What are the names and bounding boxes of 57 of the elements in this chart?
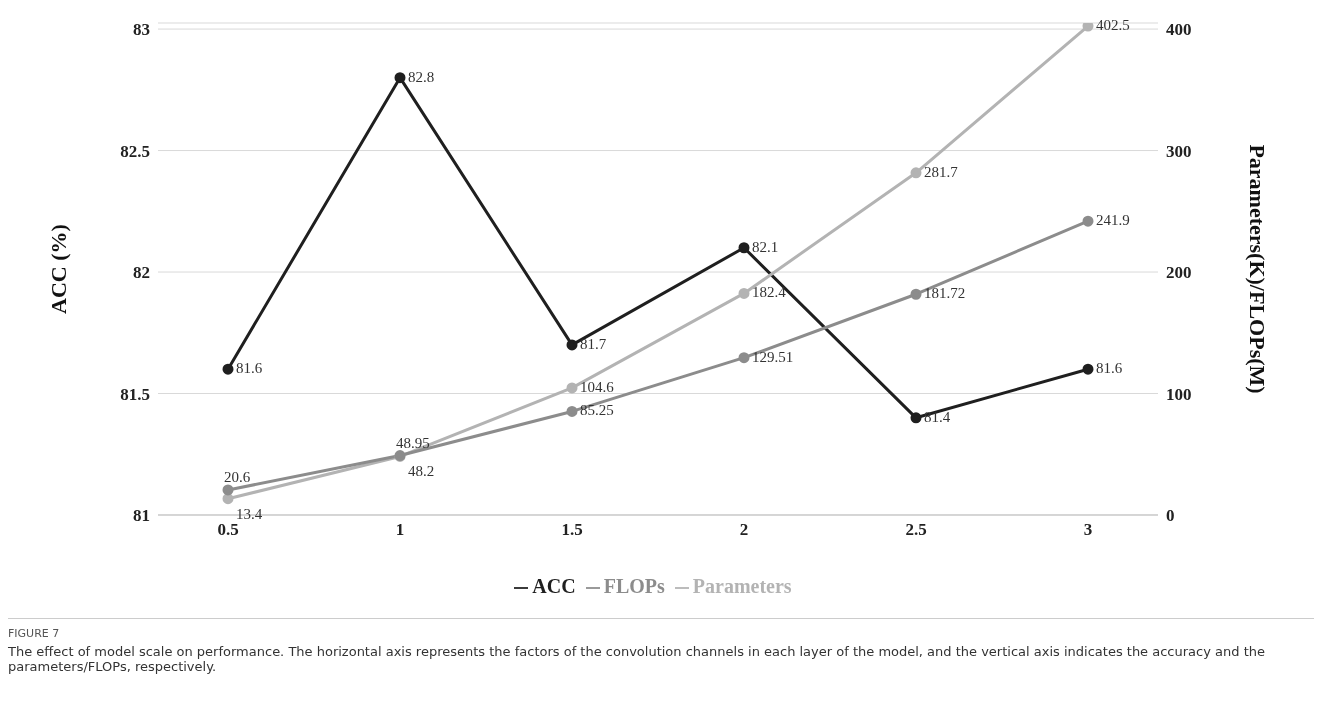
y-tick-label: 82.5 [120, 141, 150, 161]
data-label: 182.4 [752, 284, 787, 301]
legend-label: Parameters [692, 575, 792, 597]
y-tick-label: 83 [133, 20, 150, 40]
x-tick-label: 2.5 [905, 520, 927, 540]
data-label: 402.5 [1096, 17, 1130, 34]
data-label: 82.8 [408, 68, 435, 85]
point [910, 412, 922, 424]
data-label: 81.7 [580, 335, 607, 352]
legend-label: ACC [532, 575, 576, 597]
caption: FIGURE 7 [8, 627, 61, 640]
y-tick-label: 82 [133, 263, 150, 283]
data-label: 181.72 [924, 285, 966, 302]
text: The effect of model scale on performance. The horizontal axis represents the factors of the convolution channels in each layer of the model, and the vertical axis indicates the accuracy and the parameters/FLOPs, respectively. [8, 644, 1266, 674]
data-label: 48.95 [396, 434, 430, 451]
point [566, 382, 578, 394]
y2-tick-label: 100 [1166, 384, 1192, 404]
y2-axis-title: Parameters(K)/FLOPs(M) [1245, 144, 1271, 394]
data-label: 281.7 [924, 163, 959, 180]
point [394, 72, 406, 84]
data-label: 85.25 [580, 402, 614, 419]
y2-tick-label: 300 [1166, 141, 1192, 161]
x-tick-label: 2 [739, 520, 749, 540]
x-tick-label: 1.5 [561, 520, 583, 540]
point [222, 493, 234, 505]
point [1082, 363, 1094, 375]
point [566, 339, 578, 351]
data-label: 48.2 [408, 463, 435, 480]
data-label: 82.1 [752, 238, 779, 255]
point [222, 363, 234, 375]
y2-tick-label: 400 [1166, 20, 1192, 40]
x-tick-label: 0.5 [217, 520, 239, 540]
point [1082, 23, 1094, 32]
point [738, 242, 750, 254]
y-tick-label: 81.5 [120, 384, 150, 404]
y-tick-label: 81 [133, 506, 150, 526]
data-label: 129.51 [752, 348, 794, 365]
data-label: 20.6 [224, 468, 251, 485]
point [910, 288, 922, 300]
data-label: 104.6 [580, 378, 615, 395]
legend-label: FLOPs [603, 575, 665, 597]
y2-tick-label: 200 [1166, 263, 1192, 283]
point [222, 484, 234, 496]
y2-tick-label: 0 [1166, 506, 1175, 526]
point [910, 167, 922, 179]
point [1082, 215, 1094, 227]
data-label: 13.4 [236, 505, 263, 522]
point [738, 287, 750, 299]
data-label: 81.6 [1096, 360, 1123, 377]
x-tick-label: 1 [395, 520, 405, 540]
point [566, 405, 578, 417]
y-axis-title: ACC (%) [45, 224, 71, 314]
data-label: 81.4 [924, 408, 951, 425]
data-label: 81.6 [236, 360, 263, 377]
data-label: 241.9 [1096, 212, 1130, 229]
point [738, 352, 750, 364]
x-tick-label: 3 [1083, 520, 1093, 540]
